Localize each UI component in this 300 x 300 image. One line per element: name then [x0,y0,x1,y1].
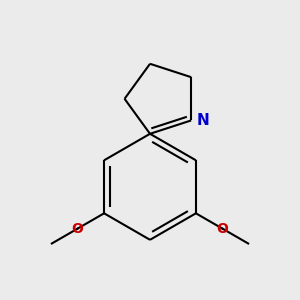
Text: O: O [217,222,229,236]
Text: O: O [71,222,83,236]
Text: N: N [196,113,209,128]
